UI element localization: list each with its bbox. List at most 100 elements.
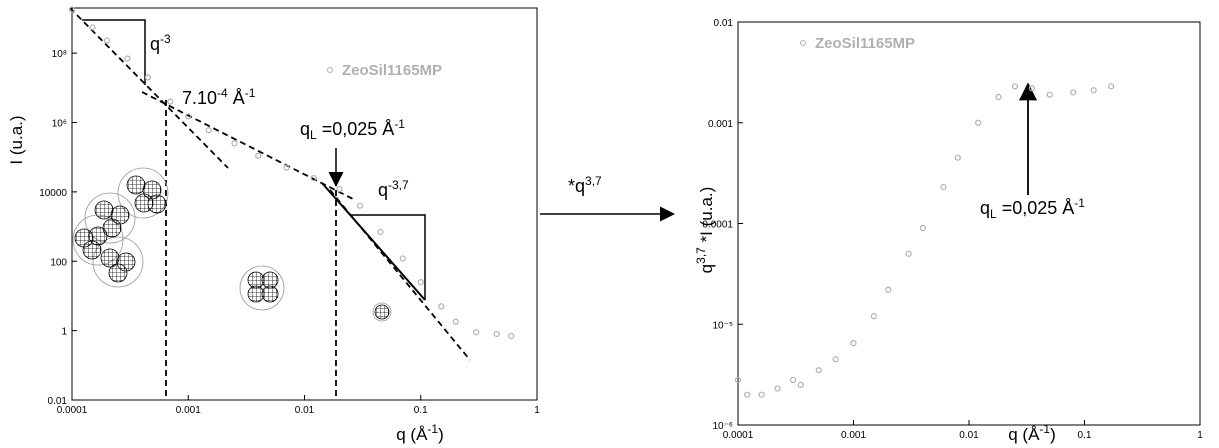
legend-marker <box>327 67 333 73</box>
y-tick-label: 0.001 <box>708 119 733 130</box>
y-tick-label: 10⁻⁵ <box>712 320 733 331</box>
data-point <box>493 330 500 338</box>
data-point <box>919 225 927 232</box>
data-point <box>1108 83 1115 90</box>
data-point <box>144 74 152 81</box>
data-point <box>1090 87 1097 94</box>
sup: -1 <box>394 117 405 131</box>
x-tick-label: 1 <box>1197 430 1203 441</box>
annotation: 7.10-4 Å-1 <box>182 86 256 108</box>
data-point <box>255 152 262 159</box>
x-tick-label: 0.001 <box>841 430 866 441</box>
data-point <box>815 367 822 374</box>
data-point <box>283 164 290 171</box>
sub: L <box>990 207 997 221</box>
data-point <box>954 154 961 161</box>
data-point <box>68 6 76 13</box>
text-run: q <box>980 198 990 218</box>
data-point <box>870 313 877 320</box>
data-point <box>452 318 459 325</box>
sup: -1 <box>245 86 256 100</box>
text-run: q <box>378 180 388 200</box>
text-run: ) <box>1050 425 1056 444</box>
data-point <box>1070 89 1077 96</box>
data-point <box>1046 91 1053 98</box>
data-point <box>377 228 384 236</box>
x-tick-label: 1 <box>534 405 540 416</box>
annotation: *q3,7 <box>568 174 602 196</box>
left-fits <box>69 7 471 400</box>
data-point <box>774 385 781 392</box>
data-point <box>185 113 192 120</box>
text-run: q (Å <box>1008 425 1040 444</box>
text-run: q <box>697 264 716 273</box>
sup: 3,7 <box>585 174 602 188</box>
text-run: 7.10 <box>182 88 217 108</box>
y-tick-label: 100 <box>50 257 67 268</box>
data-point <box>995 93 1002 101</box>
axis-label: q3,7 *I (u.a.) <box>694 187 716 274</box>
x-tick-label: 0.0001 <box>57 405 88 416</box>
text-run: *I (u.a.) <box>697 187 716 247</box>
data-point <box>508 332 515 340</box>
data-point <box>438 303 445 310</box>
data-point <box>356 202 364 209</box>
text-run: =0,025 Å <box>317 119 395 139</box>
axis-label: I (u.a.) <box>7 115 26 164</box>
data-point <box>473 329 480 336</box>
x-tick-label: 0.0001 <box>723 430 754 441</box>
data-point <box>399 255 406 262</box>
data-point <box>905 250 912 257</box>
y-tick-label: 1 <box>61 327 67 338</box>
data-point <box>975 119 982 126</box>
data-point <box>310 174 317 182</box>
data-point <box>336 186 343 193</box>
text-run: ) <box>438 425 444 444</box>
y-tick-label: 0.01 <box>714 18 734 29</box>
y-tick-label: 10⁸ <box>52 49 67 60</box>
data-point <box>205 127 212 134</box>
sup: 3,7 <box>694 247 708 264</box>
data-point <box>790 376 797 384</box>
data-point <box>850 339 857 347</box>
annotation: qL =0,025 Å-1 <box>980 196 1085 221</box>
data-point <box>167 98 174 105</box>
data-point <box>231 140 238 147</box>
text-run: *q <box>568 176 585 196</box>
sup: -1 <box>1074 196 1085 210</box>
annotation: q-3,7 <box>378 178 409 200</box>
text-run: q <box>150 34 160 54</box>
text-run: I (u.a.) <box>7 115 26 164</box>
data-point <box>758 391 765 398</box>
y-tick-label: 0.01 <box>48 396 68 407</box>
axis-label: q (Å-1) <box>396 422 444 444</box>
sup: -4 <box>217 86 228 100</box>
legend-marker <box>800 40 806 46</box>
x-tick-label: 0.001 <box>176 405 201 416</box>
text-run: q <box>300 119 310 139</box>
x-tick-label: 0.01 <box>295 405 315 416</box>
annotation: qL =0,025 Å-1 <box>300 117 405 142</box>
text-run: =0,025 Å <box>997 198 1075 218</box>
text-run: q (Å <box>396 425 428 444</box>
data-point <box>417 279 424 286</box>
text-run: Å <box>228 88 245 108</box>
data-point <box>103 37 111 44</box>
plot-frame <box>737 21 1201 426</box>
data-point <box>797 381 804 389</box>
annotation: q-3 <box>150 32 171 54</box>
sup: -1 <box>427 422 438 436</box>
data-point <box>885 286 892 293</box>
data-point <box>1011 83 1019 90</box>
legend-label: ZeoSil1165MP <box>342 62 442 79</box>
x-tick-label: 0.01 <box>959 430 979 441</box>
data-point <box>832 356 839 363</box>
y-tick-label: 10000 <box>39 188 67 199</box>
data-point <box>734 376 742 384</box>
data-point <box>89 24 96 31</box>
y-tick-label: 10⁶ <box>52 119 67 130</box>
legend-label: ZeoSil1165MP <box>815 35 915 52</box>
x-tick-label: 0.1 <box>414 405 428 416</box>
sup: -3,7 <box>388 178 409 192</box>
sup: -3 <box>160 32 171 46</box>
